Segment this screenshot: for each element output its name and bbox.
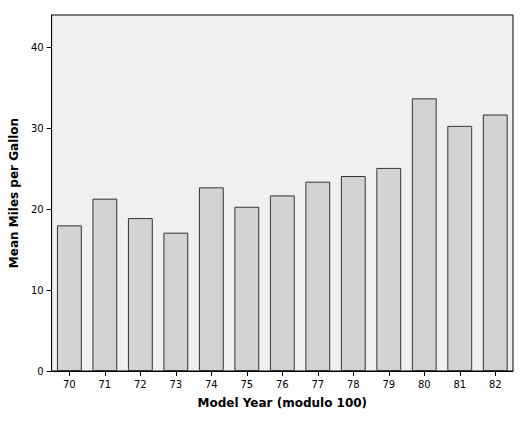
svg-text:82: 82	[489, 379, 502, 390]
svg-text:79: 79	[382, 379, 395, 390]
svg-text:71: 71	[98, 379, 111, 390]
svg-text:70: 70	[63, 379, 76, 390]
svg-text:Mean Miles per Gallon: Mean Miles per Gallon	[7, 118, 21, 268]
svg-text:78: 78	[347, 379, 360, 390]
svg-text:73: 73	[169, 379, 182, 390]
svg-text:72: 72	[134, 379, 147, 390]
svg-text:0: 0	[37, 366, 43, 377]
svg-text:Model Year (modulo 100): Model Year (modulo 100)	[198, 396, 368, 410]
svg-text:30: 30	[31, 123, 44, 134]
svg-text:81: 81	[453, 379, 466, 390]
svg-text:20: 20	[31, 204, 44, 215]
svg-text:10: 10	[31, 285, 44, 296]
svg-text:77: 77	[311, 379, 324, 390]
svg-text:75: 75	[240, 379, 253, 390]
svg-text:40: 40	[31, 42, 44, 53]
svg-text:80: 80	[418, 379, 431, 390]
svg-text:76: 76	[276, 379, 289, 390]
svg-text:74: 74	[205, 379, 218, 390]
